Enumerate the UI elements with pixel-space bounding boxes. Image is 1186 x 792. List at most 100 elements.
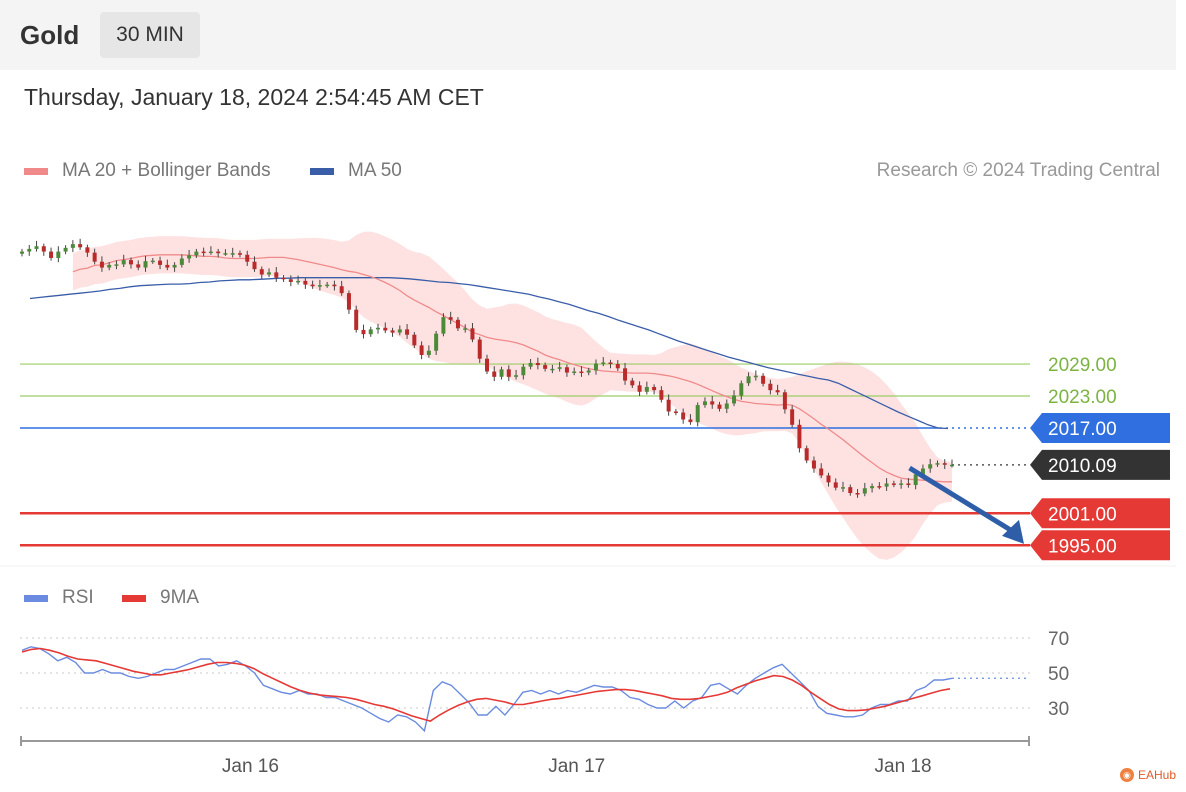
candle-body [688, 419, 693, 423]
candle-body [717, 404, 722, 409]
candle-body [368, 329, 373, 335]
candle-body [121, 260, 126, 265]
candle-body [303, 280, 308, 285]
candle-body [128, 260, 133, 265]
candle-body [826, 475, 831, 483]
candle-body [354, 309, 359, 330]
candle-body [419, 345, 424, 355]
x-tick-Jan 17: Jan 17 [548, 756, 605, 777]
candle-body [702, 401, 707, 406]
candle-body [732, 395, 737, 404]
candle-body [557, 367, 562, 369]
candle-body [942, 463, 947, 465]
asset-name: Gold [20, 20, 80, 50]
candle-body [593, 363, 598, 371]
candle-body [615, 364, 620, 369]
candle-body [441, 317, 446, 334]
candle-body [252, 261, 257, 270]
candle-body [216, 251, 221, 254]
candle-body [768, 383, 773, 391]
candle-body [332, 284, 337, 287]
interval-button[interactable]: 30 MIN [100, 12, 200, 58]
candle-body [296, 280, 301, 283]
legend-9ma-label: 9MA [160, 587, 200, 608]
candle-body [434, 333, 439, 351]
candle-body [245, 254, 250, 262]
price-level-2017.00: 2017.00 [20, 413, 1170, 443]
candle-body [317, 285, 322, 287]
rsi-tick-70: 70 [1048, 629, 1069, 650]
candle-body [811, 460, 816, 469]
candle-body [739, 383, 744, 396]
watermark-label: EAHub [1137, 768, 1176, 782]
candle-body [899, 483, 904, 485]
candle-body [753, 375, 758, 378]
rsi-swatch [24, 594, 48, 602]
candle-body [267, 272, 272, 275]
candle-body [485, 358, 489, 372]
rsi-series-9MA [21, 647, 951, 722]
candle-body [92, 252, 97, 262]
candles [20, 238, 954, 498]
candle-body [107, 264, 112, 268]
candle-body [34, 246, 39, 249]
candle-body [187, 255, 192, 259]
candle-body [920, 468, 925, 475]
candle-body [78, 244, 83, 248]
candle-body [528, 362, 533, 367]
candle-body [710, 401, 715, 405]
candle-body [412, 334, 417, 346]
candle-body [41, 246, 46, 252]
candle-body [310, 284, 315, 287]
candle-body [572, 371, 577, 374]
candle-body [172, 264, 177, 268]
candle-body [681, 412, 686, 420]
candle-body [99, 261, 104, 268]
candle-body [259, 269, 264, 275]
candle-body [405, 329, 410, 335]
candle-body [143, 261, 148, 268]
candle-body [761, 375, 766, 384]
legend-ma50-label: MA 50 [348, 160, 402, 181]
price-level-1995.00: 1995.00 [20, 530, 1170, 561]
candle-body [775, 390, 780, 393]
candle-body [623, 368, 628, 381]
candle-body [426, 350, 431, 355]
candle-body [361, 329, 366, 335]
candle-body [724, 403, 729, 409]
price-level-2010.09: 2010.09 [952, 449, 1170, 480]
ma9-swatch [122, 594, 146, 602]
candle-body [158, 260, 163, 265]
rsi-series-RSI [21, 646, 953, 733]
candle-body [608, 362, 613, 365]
level-label-2017.00: 2017.00 [1048, 419, 1117, 440]
candle-body [746, 376, 751, 384]
candle-body [114, 264, 119, 266]
candle-body [281, 277, 286, 280]
ma20-swatch [24, 167, 48, 175]
candle-body [601, 362, 606, 364]
forecast-arrow-shaft [908, 465, 1014, 534]
candle-body [448, 317, 453, 320]
level-label-2010.09: 2010.09 [1048, 456, 1117, 477]
candle-body [346, 293, 351, 310]
candle-body [339, 286, 344, 294]
candle-body [136, 264, 141, 268]
candle-body [288, 279, 293, 282]
price-level-2001.00: 2001.00 [20, 498, 1170, 529]
rsi-tick-50: 50 [1048, 664, 1069, 685]
candle-body [862, 488, 867, 494]
level-label-1995.00: 1995.00 [1048, 536, 1117, 557]
level-tag-2010.09 [1030, 449, 1170, 480]
candle-body [870, 486, 875, 489]
candle-body [652, 386, 657, 391]
research-credit: Research © 2024 Trading Central [876, 160, 1160, 181]
chart-datetime: Thursday, January 18, 2024 2:54:45 AM CE… [24, 84, 484, 110]
candle-body [579, 371, 584, 374]
candle-body [673, 411, 678, 413]
candle-body [935, 463, 940, 465]
candle-body [325, 284, 330, 287]
candle-body [63, 247, 68, 252]
candle-body [855, 493, 860, 495]
candle-body [804, 448, 809, 461]
